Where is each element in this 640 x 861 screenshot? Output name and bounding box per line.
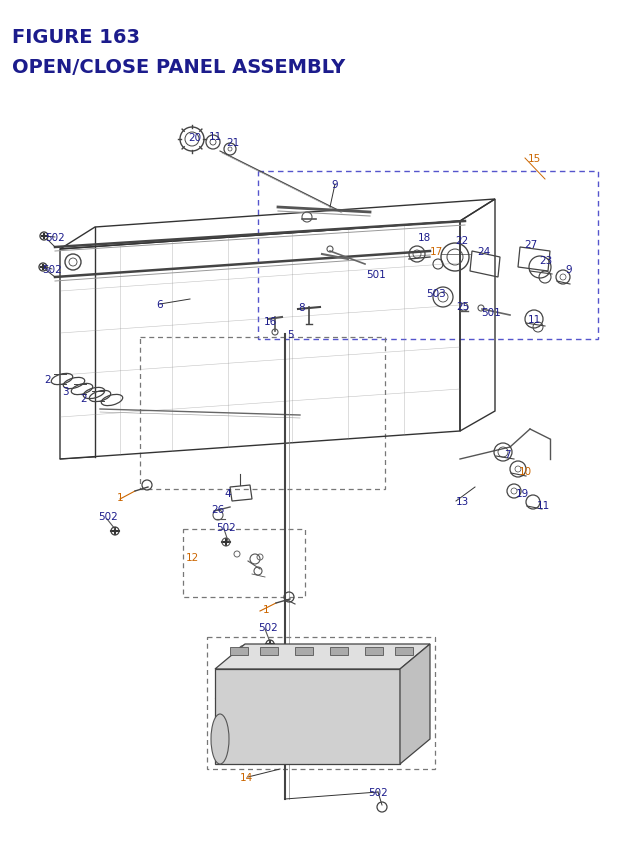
Text: 11: 11 (527, 314, 541, 325)
Text: 15: 15 (528, 154, 541, 164)
Text: 21: 21 (227, 138, 239, 148)
Text: 503: 503 (426, 288, 446, 299)
Bar (330, 647, 348, 655)
Text: 22: 22 (456, 236, 468, 245)
Text: 23: 23 (540, 256, 552, 266)
Text: 4: 4 (225, 488, 231, 499)
Ellipse shape (211, 714, 229, 764)
Text: 12: 12 (186, 553, 198, 562)
Bar (230, 647, 248, 655)
Text: 3: 3 (61, 387, 68, 397)
Text: 5: 5 (287, 330, 293, 339)
Text: OPEN/CLOSE PANEL ASSEMBLY: OPEN/CLOSE PANEL ASSEMBLY (12, 58, 345, 77)
Text: 501: 501 (481, 307, 501, 318)
Bar (183, 530, 305, 598)
Text: 6: 6 (157, 300, 163, 310)
Text: 10: 10 (519, 467, 532, 476)
Text: 24: 24 (477, 247, 491, 257)
Text: 14: 14 (239, 772, 253, 782)
Text: 16: 16 (264, 317, 276, 326)
Polygon shape (215, 644, 430, 669)
Text: 1: 1 (116, 492, 124, 503)
Polygon shape (215, 669, 400, 764)
Bar (395, 647, 413, 655)
Text: 502: 502 (42, 264, 61, 275)
Text: 20: 20 (188, 133, 202, 143)
Text: 17: 17 (429, 247, 443, 257)
Text: 11: 11 (537, 500, 550, 511)
Bar (258, 172, 598, 339)
Text: 501: 501 (366, 269, 386, 280)
Bar (260, 647, 278, 655)
Bar (365, 647, 383, 655)
Text: 2: 2 (81, 393, 87, 404)
Text: 502: 502 (258, 623, 278, 632)
Text: FIGURE 163: FIGURE 163 (12, 28, 140, 47)
Text: 27: 27 (524, 239, 538, 250)
Text: 7: 7 (504, 449, 511, 460)
Bar (207, 637, 435, 769)
Text: 502: 502 (45, 232, 65, 243)
Bar (140, 338, 385, 489)
Text: 11: 11 (209, 132, 221, 142)
Text: 8: 8 (299, 303, 305, 313)
Text: 1: 1 (262, 604, 269, 614)
Text: 9: 9 (566, 264, 572, 275)
Text: 26: 26 (211, 505, 225, 514)
Text: 9: 9 (332, 180, 339, 189)
Text: 13: 13 (456, 497, 469, 506)
Text: 502: 502 (368, 787, 388, 797)
Text: 502: 502 (98, 511, 118, 522)
Text: 19: 19 (516, 488, 529, 499)
Bar (295, 647, 313, 655)
Text: 18: 18 (417, 232, 431, 243)
Text: 2: 2 (45, 375, 51, 385)
Text: 502: 502 (216, 523, 236, 532)
Text: 25: 25 (456, 301, 470, 312)
Polygon shape (400, 644, 430, 764)
